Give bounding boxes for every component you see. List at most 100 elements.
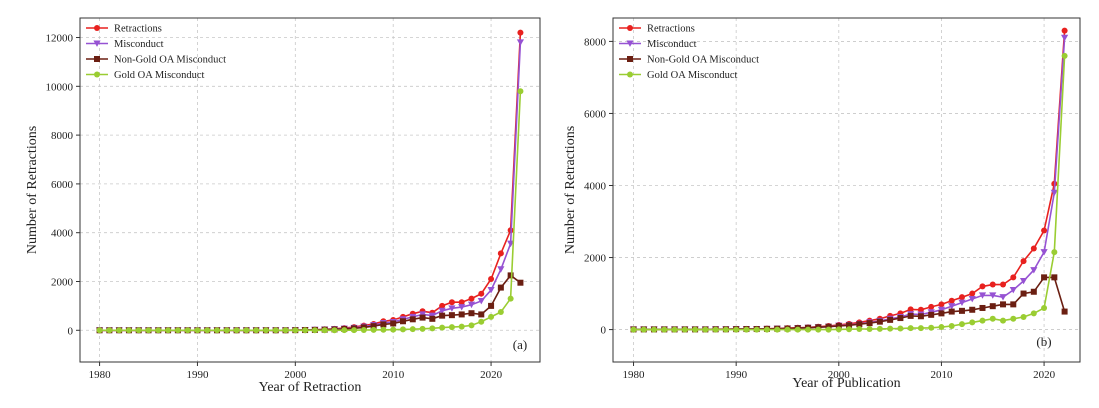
data-point-gold <box>419 325 426 332</box>
data-point-gold <box>292 327 299 334</box>
x-axis-label: Year of Publication <box>792 376 900 391</box>
data-point-gold <box>661 326 668 333</box>
data-point-non_gold <box>409 316 416 323</box>
data-point-gold <box>214 327 221 334</box>
data-point-non_gold <box>1051 274 1058 281</box>
data-point-retractions <box>1010 274 1017 281</box>
data-point-gold <box>1041 304 1048 311</box>
data-point-gold <box>439 324 446 331</box>
data-point-non_gold <box>917 313 924 320</box>
panel-b: 1980 1990 2000 2010 2020 0 2000 4000 6000 8000 Yea… <box>563 17 1081 391</box>
data-point-gold <box>116 327 123 334</box>
y-tick-label: 12000 <box>46 33 74 45</box>
data-point-gold <box>155 327 162 334</box>
data-point-gold <box>429 325 436 332</box>
data-point-non_gold <box>429 315 436 322</box>
data-point-non_gold <box>887 316 894 323</box>
data-point-gold <box>145 327 152 334</box>
data-point-gold <box>204 327 211 334</box>
legend-marker <box>94 71 100 78</box>
data-point-non_gold <box>846 322 853 329</box>
legend-label-non_gold: Non-Gold OA Misconduct <box>114 55 226 66</box>
data-point-retractions <box>1030 245 1037 252</box>
data-point-gold <box>341 327 348 334</box>
data-point-gold <box>702 326 709 333</box>
y-tick-label: 4000 <box>584 180 607 192</box>
data-point-retractions <box>1020 258 1027 265</box>
x-axis-label: Year of Retraction <box>259 380 362 395</box>
data-point-gold <box>722 326 729 333</box>
legend-marker <box>93 40 101 47</box>
legend-marker <box>94 25 100 31</box>
data-point-retractions <box>989 281 996 288</box>
data-point-gold <box>96 327 103 334</box>
data-point-gold <box>478 318 485 325</box>
data-point-gold <box>640 326 647 333</box>
data-point-gold <box>774 326 781 333</box>
y-tick-label: 2000 <box>584 253 607 265</box>
data-point-non_gold <box>448 312 455 319</box>
data-point-retractions <box>969 290 976 297</box>
x-tick-label: 2020 <box>1033 369 1056 381</box>
y-tick-label: 0 <box>68 325 74 337</box>
data-point-gold <box>370 326 377 333</box>
x-tick-label: 2000 <box>284 369 307 381</box>
data-point-retractions <box>979 283 986 290</box>
data-point-non_gold <box>468 310 475 317</box>
data-point-retractions <box>478 290 485 297</box>
data-point-non_gold <box>478 311 485 318</box>
data-point-non_gold <box>380 321 387 328</box>
data-point-retractions <box>1041 227 1048 234</box>
y-tick-label: 10000 <box>46 81 74 93</box>
data-point-gold <box>233 327 240 334</box>
x-tick-label: 1980 <box>89 369 112 381</box>
x-tick-label: 1990 <box>725 369 748 381</box>
data-point-non_gold <box>370 323 377 330</box>
y-tick-label: 6000 <box>584 108 607 120</box>
data-point-non_gold <box>969 306 976 313</box>
data-point-gold <box>979 317 986 324</box>
data-point-gold <box>262 327 269 334</box>
data-point-gold <box>938 324 945 331</box>
legend-label-retractions: Retractions <box>647 24 695 35</box>
data-point-non_gold <box>928 311 935 318</box>
legend-marker <box>627 71 633 78</box>
data-point-misconduct <box>999 294 1007 301</box>
data-point-non_gold <box>866 320 873 327</box>
data-point-gold <box>448 324 455 331</box>
data-point-non_gold <box>958 307 965 314</box>
data-point-gold <box>184 327 191 334</box>
plot-frame <box>612 17 1081 363</box>
data-point-gold <box>763 326 770 333</box>
data-point-gold <box>825 326 832 333</box>
data-point-gold <box>311 327 318 334</box>
data-point-retractions <box>488 276 495 283</box>
data-point-non_gold <box>517 279 524 286</box>
data-point-gold <box>784 326 791 333</box>
data-point-misconduct <box>1040 249 1048 256</box>
data-point-gold <box>1010 315 1017 322</box>
data-point-misconduct <box>968 295 976 303</box>
data-point-gold <box>835 326 842 333</box>
data-point-gold <box>907 325 914 332</box>
data-point-non_gold <box>488 302 495 309</box>
data-point-gold <box>958 321 965 328</box>
data-point-non_gold <box>1020 290 1027 297</box>
data-point-misconduct <box>507 240 515 248</box>
legend-marker <box>627 56 633 62</box>
data-point-retractions <box>958 294 965 301</box>
data-point-non_gold <box>979 304 986 311</box>
data-point-gold <box>331 327 338 334</box>
data-point-gold <box>753 326 760 333</box>
data-point-misconduct <box>467 301 476 309</box>
data-point-retractions <box>439 302 446 309</box>
data-point-non_gold <box>948 308 955 315</box>
data-point-gold <box>282 327 289 334</box>
data-point-retractions <box>1000 281 1007 288</box>
data-point-gold <box>223 327 230 334</box>
panel-label: (b) <box>1036 334 1051 349</box>
x-tick-label: 2010 <box>930 369 953 381</box>
data-point-gold <box>1030 310 1037 317</box>
